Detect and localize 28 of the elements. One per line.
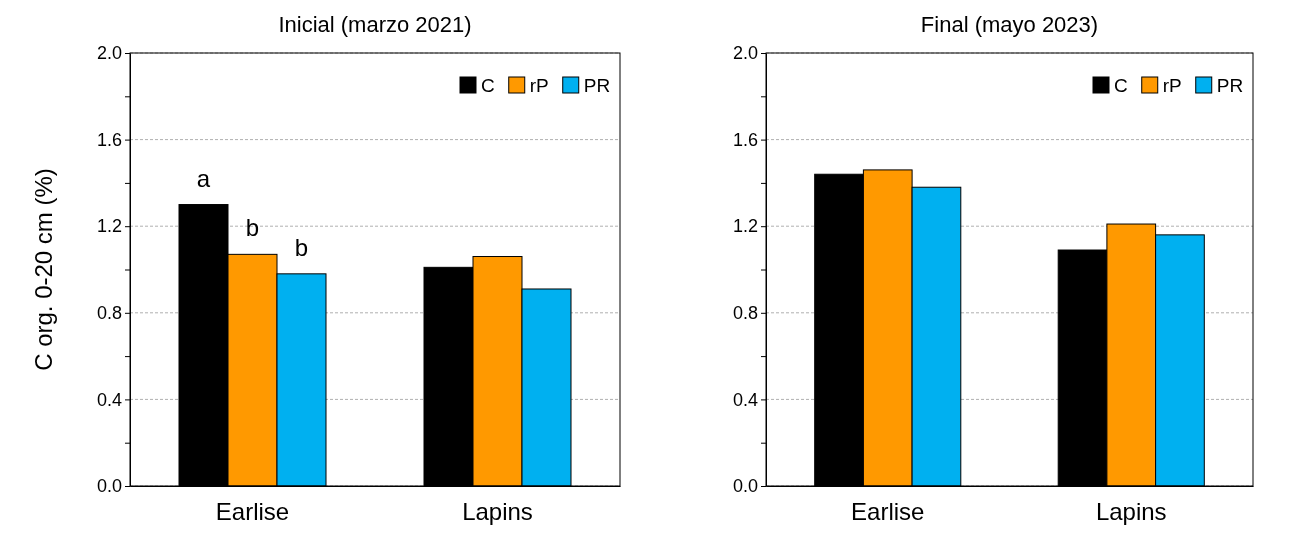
- y-tick-label: 1.2: [96, 216, 122, 237]
- x-tick-label: Lapins: [1095, 498, 1167, 526]
- y-tick-label: 2.0: [732, 43, 758, 64]
- annotation: b: [245, 214, 260, 242]
- y-tick-label: 0.4: [732, 389, 758, 410]
- x-tick-label: Earlise: [215, 498, 290, 526]
- x-tick-label: Earlise: [851, 498, 925, 526]
- y-tick-label: 1.6: [96, 129, 122, 150]
- y-axis-title: C org. 0-20 cm (%): [30, 168, 57, 371]
- y-tick-label: 0.4: [96, 389, 122, 410]
- legend-label: rP: [1162, 75, 1182, 96]
- y-tick-label: 1.6: [732, 129, 758, 150]
- legend-label: PR: [583, 75, 611, 96]
- chart-title: Inicial (marzo 2021): [278, 12, 472, 37]
- legend-label: C: [1114, 75, 1128, 96]
- y-tick-label: 0.0: [732, 476, 758, 497]
- y-tick-label: 0.0: [96, 476, 122, 497]
- legend-label: rP: [529, 75, 549, 96]
- x-tick-label: Lapins: [462, 498, 533, 526]
- y-tick-label: 0.8: [96, 303, 122, 324]
- legend-label: C: [481, 75, 495, 96]
- legend-label: PR: [1216, 75, 1244, 96]
- annotation: b: [294, 233, 309, 261]
- annotation: a: [196, 164, 211, 192]
- y-tick-label: 1.2: [732, 216, 758, 237]
- y-tick-label: 2.0: [96, 43, 122, 64]
- y-tick-label: 0.8: [732, 303, 758, 324]
- chart-title: Final (mayo 2023): [920, 12, 1099, 37]
